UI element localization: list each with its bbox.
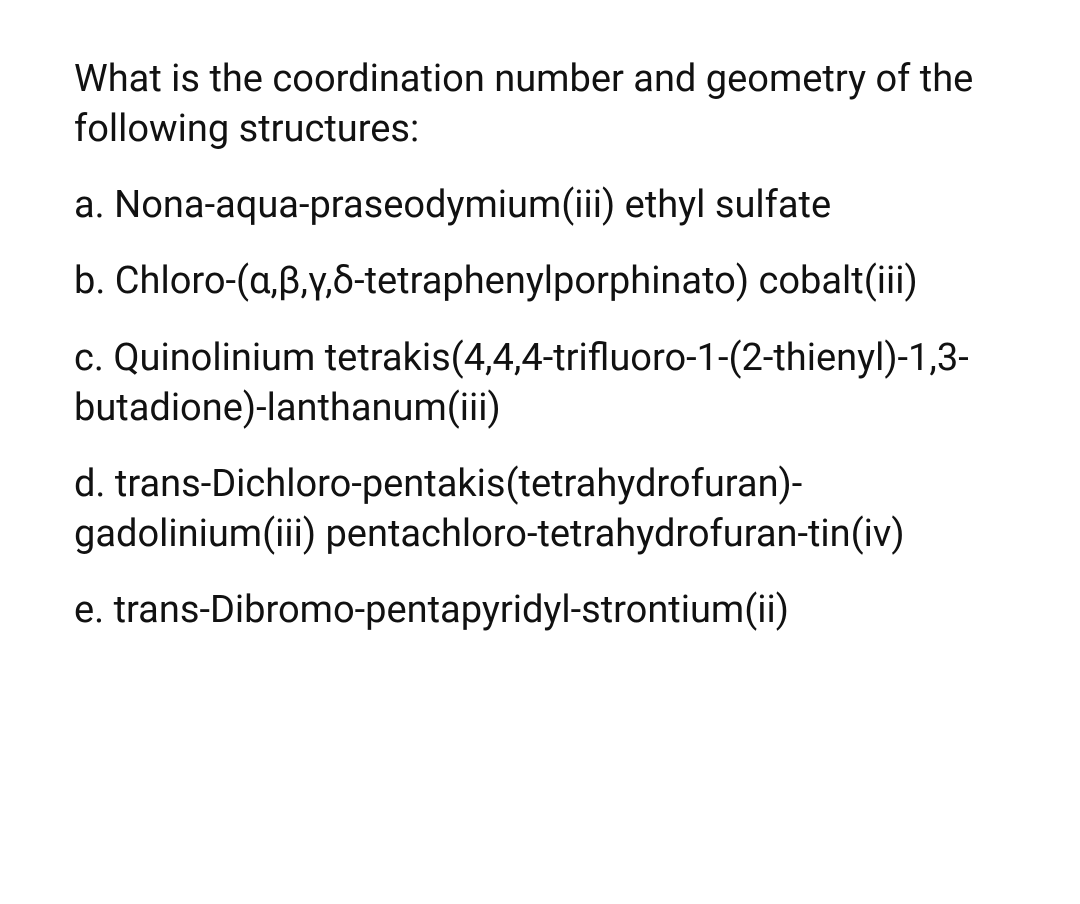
- item-label: e.: [74, 588, 104, 632]
- item-text: Chloro-(α,β,γ,δ-tetraphenylporphinato) c…: [115, 259, 918, 303]
- item-c: c. Quinolinium tetrakis(4,4,4-trifluoro-…: [74, 333, 1010, 433]
- item-text: Nona-aqua-praseodymium(iii) ethyl sulfat…: [114, 183, 831, 227]
- item-e: e. trans-Dibromo-pentapyridyl-strontium(…: [74, 585, 1010, 635]
- item-label: d.: [74, 462, 105, 506]
- item-label: b.: [74, 259, 105, 303]
- item-label: c.: [74, 336, 104, 380]
- item-text: trans-Dibromo-pentapyridyl-strontium(ii): [114, 588, 789, 632]
- item-text: Quinolinium tetrakis(4,4,4-trifluoro-1-(…: [74, 336, 969, 430]
- item-a: a. Nona-aqua-praseodymium(iii) ethyl sul…: [74, 180, 1010, 230]
- question-page: What is the coordination number and geom…: [0, 0, 1080, 715]
- question-prompt: What is the coordination number and geom…: [74, 54, 1010, 154]
- item-d: d. trans-Dichloro-pentakis(tetrahydrofur…: [74, 459, 1010, 559]
- item-text: trans-Dichloro-pentakis(tetrahydrofuran)…: [74, 462, 905, 556]
- item-label: a.: [74, 183, 105, 227]
- item-b: b. Chloro-(α,β,γ,δ-tetraphenylporphinato…: [74, 256, 1010, 306]
